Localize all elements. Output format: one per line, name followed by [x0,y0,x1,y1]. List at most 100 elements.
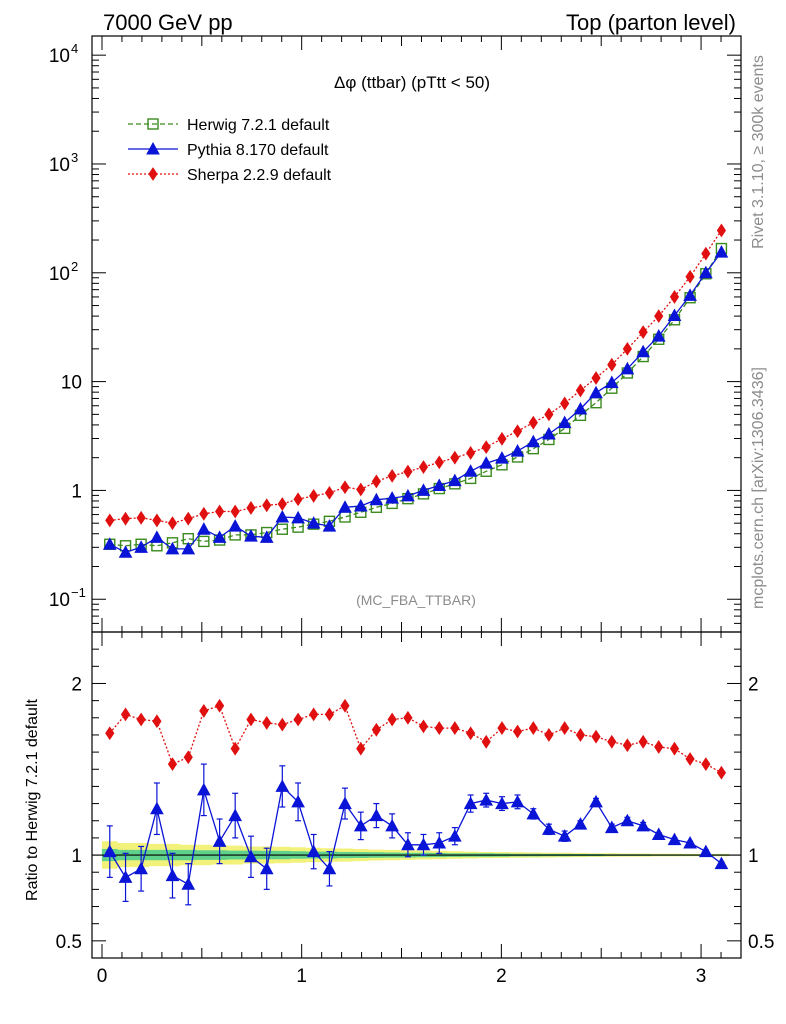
ratio-point-sherpa-2-2-9-default [136,712,146,727]
ratio-point-pythia-8-170-default [479,793,494,806]
data-point-herwig-7-2-1-default [339,511,351,523]
data-point-sherpa-2-2-9-default [481,440,491,455]
ratio-point-sherpa-2-2-9-default [324,707,335,722]
ratio-point-pythia-8-170-default [604,820,619,834]
ratio-point-sherpa-2-2-9-default [183,750,193,765]
ratio-point-pythia-8-170-default [196,782,211,796]
data-point-pythia-8-170-default [667,308,682,322]
data-point-sherpa-2-2-9-default [136,510,146,525]
ratio-point-sherpa-2-2-9-default [340,698,350,713]
data-point-pythia-8-170-default [526,434,541,448]
legend-label-sherpa-2-2-9-default: Sherpa 2.2.9 default [187,167,332,184]
data-point-sherpa-2-2-9-default [356,482,366,497]
ratio-point-pythia-8-170-default [432,835,447,849]
ratio-point-pythia-8-170-default [667,832,682,846]
data-point-sherpa-2-2-9-default [544,407,554,422]
ratio-point-sherpa-2-2-9-default [607,734,617,749]
y-tick-exponent: −1 [71,585,86,600]
data-point-sherpa-2-2-9-default [716,223,727,238]
data-point-sherpa-2-2-9-default [199,506,209,521]
data-point-pythia-8-170-default [447,473,462,487]
ratio-point-sherpa-2-2-9-default [716,765,727,780]
ratio-y-tick-label-right: 2 [748,674,759,695]
ratio-point-sherpa-2-2-9-default [575,728,586,742]
data-point-sherpa-2-2-9-default [277,497,287,511]
ratio-point-pythia-8-170-default [495,796,509,810]
data-point-sherpa-2-2-9-default [669,290,680,304]
ratio-point-pythia-8-170-default [306,844,321,858]
ratio-point-pythia-8-170-default [385,818,399,832]
ratio-point-sherpa-2-2-9-default [450,721,460,735]
ratio-point-pythia-8-170-default [275,779,290,792]
data-point-sherpa-2-2-9-default [293,492,303,507]
data-point-sherpa-2-2-9-default [340,480,350,495]
ratio-point-sherpa-2-2-9-default [230,741,240,756]
data-point-sherpa-2-2-9-default [120,511,131,526]
data-point-pythia-8-170-default [353,498,368,512]
data-point-sherpa-2-2-9-default [654,309,664,323]
ratio-point-sherpa-2-2-9-default [246,712,256,727]
ratio-point-pythia-8-170-default [636,818,650,832]
data-point-pythia-8-170-default [604,375,619,389]
y-tick-exponent: 4 [71,41,78,56]
ratio-point-pythia-8-170-default [322,861,337,875]
ratio-point-sherpa-2-2-9-default [152,714,162,729]
ratio-point-sherpa-2-2-9-default [544,728,554,742]
ratio-point-pythia-8-170-default [212,834,227,847]
data-point-sherpa-2-2-9-default [528,415,538,430]
ratio-line-sherpa-2-2-9-default [109,704,722,774]
data-point-herwig-7-2-1-default [198,535,210,548]
ratio-point-sherpa-2-2-9-default [387,712,397,727]
data-point-sherpa-2-2-9-default [152,513,162,528]
ratio-point-pythia-8-170-default [463,796,478,810]
data-point-sherpa-2-2-9-default [638,325,648,340]
data-point-pythia-8-170-default [165,541,180,555]
ratio-point-pythia-8-170-default [447,829,462,842]
legend-marker-sherpa-2-2-9-default [148,167,158,181]
ratio-point-sherpa-2-2-9-default [403,710,413,725]
data-point-pythia-8-170-default [714,245,729,258]
data-point-sherpa-2-2-9-default [685,269,695,284]
x-tick-label: 0 [97,966,108,987]
ratio-point-pythia-8-170-default [542,822,556,835]
data-point-sherpa-2-2-9-default [246,501,256,515]
legend-marker-herwig-7-2-1-default [147,118,159,130]
mcplots-label: mcplots.cern.ch [arXiv:1306.3436] [750,367,767,609]
data-point-pythia-8-170-default [479,456,494,469]
ratio-point-sherpa-2-2-9-default [560,721,570,735]
ratio-point-pythia-8-170-default [134,861,148,875]
y-tick-label: 10 [49,155,70,176]
ratio-point-pythia-8-170-default [259,861,274,875]
data-point-sherpa-2-2-9-default [622,341,632,356]
data-point-pythia-8-170-default [291,510,305,524]
ratio-point-pythia-8-170-default [557,829,572,842]
header-left: 7000 GeV pp [103,10,233,35]
data-point-sherpa-2-2-9-default [309,489,319,503]
data-point-pythia-8-170-default [369,492,384,506]
data-point-pythia-8-170-default [259,530,274,543]
ratio-point-sherpa-2-2-9-default [120,707,131,722]
ratio-panel: 0.5 0.5 1 1 2 2 [56,631,774,959]
x-tick-label: 2 [496,966,507,987]
data-point-pythia-8-170-default [385,491,399,504]
data-point-pythia-8-170-default [322,519,337,532]
y-tick-exponent: 3 [71,150,78,165]
ratio-point-pythia-8-170-default [714,856,729,870]
ratio-point-pythia-8-170-default [165,868,180,882]
ratio-y-tick-label-right: 1 [748,846,759,867]
ratio-point-pythia-8-170-default [699,844,713,858]
data-point-sherpa-2-2-9-default [434,455,444,470]
data-point-pythia-8-170-default [401,488,415,502]
ratio-point-pythia-8-170-default [401,837,415,851]
data-point-pythia-8-170-default [620,361,635,375]
ratio-line-pythia-8-170-default [109,785,722,886]
plot-title: Δφ (ttbar) (pTtt < 50) [334,73,490,92]
data-point-sherpa-2-2-9-default [105,513,115,528]
data-point-pythia-8-170-default [416,483,431,496]
data-point-sherpa-2-2-9-default [387,468,397,483]
ratio-point-pythia-8-170-default [118,870,133,883]
header-right: Top (parton level) [566,10,736,35]
data-point-pythia-8-170-default [228,519,243,532]
